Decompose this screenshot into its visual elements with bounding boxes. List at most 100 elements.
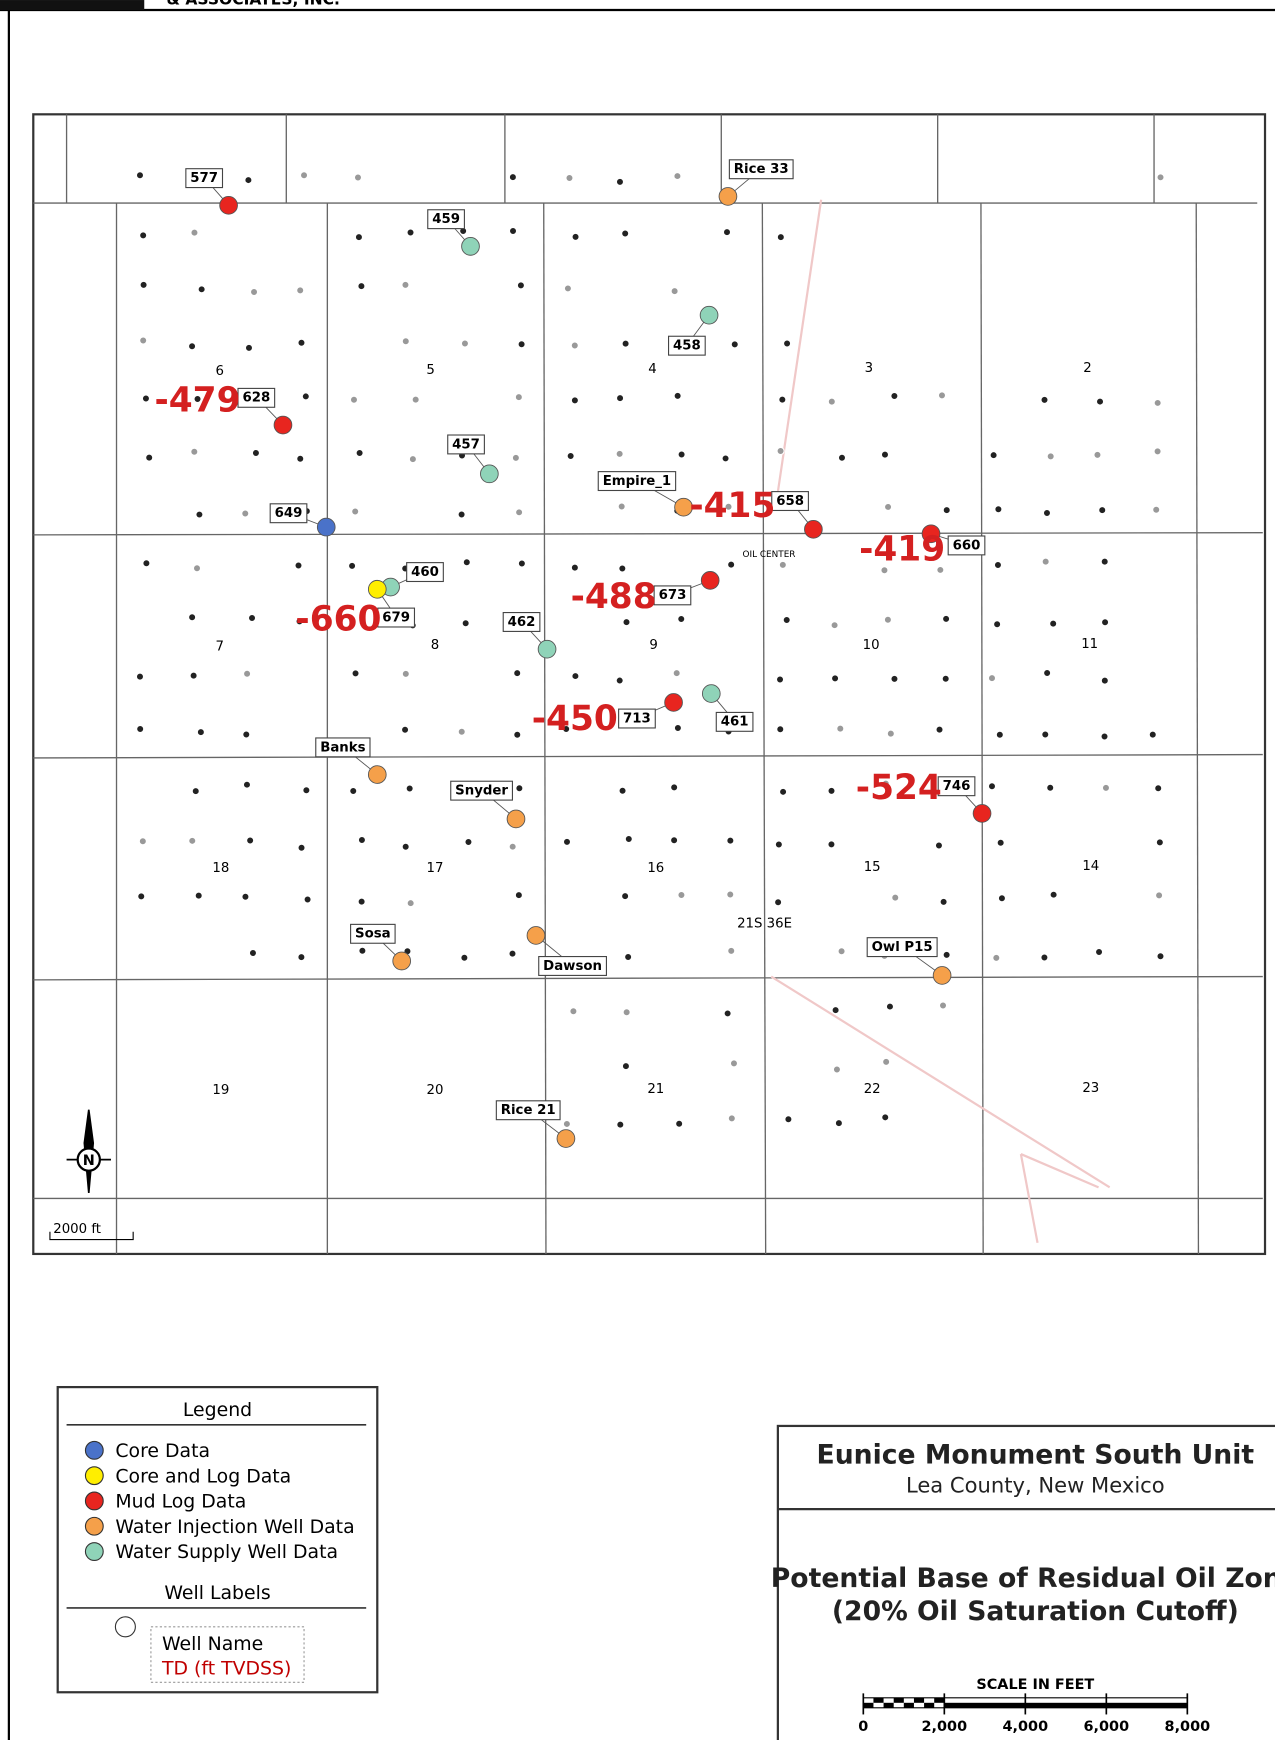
well-td: -419	[859, 529, 945, 569]
well-marker	[367, 765, 387, 784]
section-number: 18	[212, 861, 229, 876]
well-dot	[508, 172, 517, 182]
well-dot	[830, 674, 840, 683]
well-dot	[992, 953, 1001, 962]
well-dot	[197, 285, 206, 294]
well-dot	[565, 173, 574, 183]
well-dot	[566, 451, 575, 461]
well-dot	[517, 340, 526, 349]
well-name: Dawson	[543, 959, 602, 974]
section-number: 14	[1082, 859, 1099, 874]
well-dot	[618, 786, 627, 795]
well-dot	[241, 509, 250, 518]
well-dot	[296, 454, 305, 463]
scale-tick-label: 2,000	[922, 1719, 968, 1735]
well-dot	[993, 620, 1002, 629]
section-number: 3	[865, 361, 873, 376]
well-dot	[248, 948, 258, 958]
scale-segment	[863, 1702, 874, 1708]
well-dot	[837, 947, 846, 956]
well-name: Sosa	[355, 927, 391, 942]
well-dot	[457, 727, 466, 736]
well-dot	[836, 724, 845, 733]
well-name: 459	[432, 212, 460, 227]
scale-tick-label: 0	[858, 1719, 868, 1735]
well-dot	[570, 563, 579, 572]
well-name: Empire_1	[603, 474, 672, 489]
well-dot	[460, 953, 469, 962]
well-dot	[357, 897, 366, 906]
well-marker	[932, 966, 952, 985]
well-dot	[511, 453, 520, 462]
section-line	[33, 975, 1263, 981]
well-dot	[934, 841, 944, 850]
section-line	[543, 203, 547, 1254]
well-dot	[191, 786, 200, 796]
well-dot	[244, 175, 253, 185]
well-dot	[939, 897, 948, 907]
well-marker	[537, 639, 557, 659]
well-dot	[1095, 397, 1105, 406]
well-dot	[1156, 173, 1165, 182]
well-dot	[192, 564, 202, 573]
section-line	[1195, 203, 1200, 1254]
well-label-box	[728, 159, 794, 180]
well-dot	[562, 837, 572, 846]
well-dot	[195, 510, 204, 519]
legend-swatch	[84, 1516, 104, 1536]
well-dot	[464, 837, 473, 847]
well-dot	[571, 671, 580, 681]
section-number: 21	[647, 1082, 664, 1097]
well-dot	[1098, 506, 1107, 515]
well-marker	[367, 579, 387, 599]
well-marker	[316, 517, 336, 537]
well-dot	[351, 507, 360, 516]
well-label-box	[597, 471, 677, 492]
well-name: 746	[943, 779, 971, 794]
well-dot	[723, 1009, 732, 1018]
well-dot	[615, 177, 625, 186]
well-dot	[461, 619, 470, 628]
well-dot	[1094, 947, 1104, 957]
well-dot	[883, 502, 893, 512]
well-dot	[1093, 450, 1102, 459]
well-dot	[778, 560, 787, 569]
well-label-box	[447, 434, 485, 455]
well-dot	[570, 396, 579, 405]
well-dot	[996, 838, 1005, 847]
well-dot	[624, 952, 633, 962]
well-dot	[673, 723, 683, 733]
scale-segment	[873, 1697, 884, 1703]
well-dot	[297, 843, 306, 852]
well-dot	[987, 674, 997, 683]
well-dot	[1041, 557, 1050, 566]
well-dot	[621, 229, 630, 238]
well-dot	[670, 783, 679, 792]
well-dot	[1100, 557, 1109, 566]
well-dot	[513, 669, 522, 678]
well-dot	[190, 228, 199, 237]
well-td: -450	[532, 699, 618, 739]
section-number: 10	[863, 638, 880, 653]
well-label-box	[618, 708, 656, 729]
well-dot	[1100, 676, 1109, 685]
well-label-box	[269, 503, 308, 524]
well-dot	[624, 834, 633, 844]
well-dot	[726, 836, 735, 845]
well-dot	[188, 613, 197, 622]
well-name: 461	[721, 715, 749, 730]
well-label-box	[715, 711, 754, 732]
well-dot	[357, 835, 367, 845]
well-label-box	[315, 737, 371, 758]
well-dot	[941, 614, 951, 623]
well-dot	[1148, 730, 1157, 739]
well-dot	[1101, 783, 1111, 792]
well-marker	[392, 951, 412, 971]
map-scale	[49, 1231, 134, 1241]
well-marker	[506, 809, 526, 829]
well-dot	[1041, 730, 1050, 739]
well-labels-title: Well Labels	[164, 1582, 270, 1604]
well-dot	[1046, 783, 1055, 792]
well-dot	[141, 394, 151, 403]
well-dot	[249, 287, 259, 297]
